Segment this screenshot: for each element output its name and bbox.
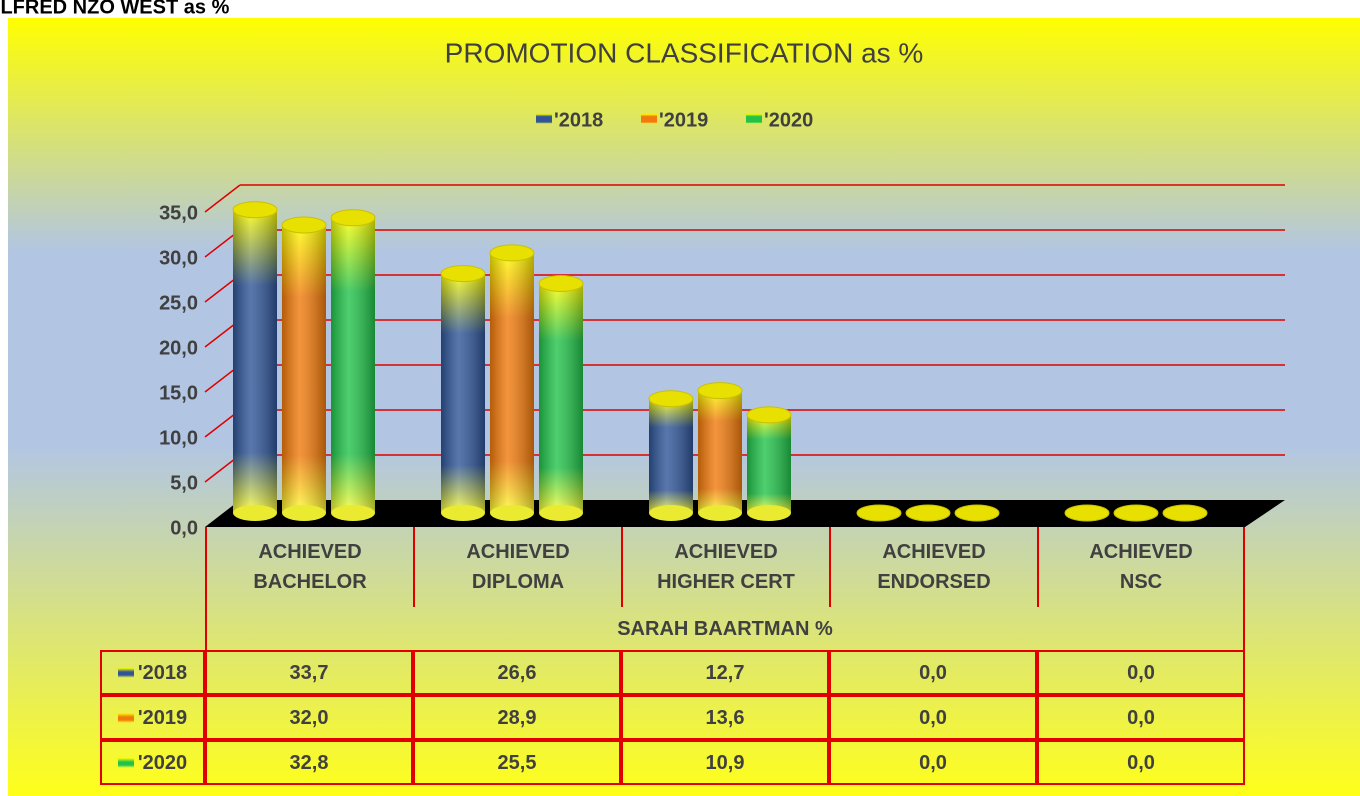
- bar: [440, 265, 486, 521]
- bar-top: [954, 504, 1000, 522]
- y-tick-label: 20,0: [159, 337, 198, 359]
- bar-shade: [441, 273, 485, 513]
- table-value: 32,0: [205, 695, 413, 740]
- table-value: 0,0: [829, 650, 1037, 695]
- category-label: ACHIEVED DIPLOMA: [413, 527, 621, 607]
- table-value: 32,8: [205, 740, 413, 785]
- category-label: ACHIEVED NSC: [1037, 527, 1245, 607]
- bar-top: [440, 265, 486, 283]
- category-label: ACHIEVED HIGHER CERT: [621, 527, 829, 607]
- category-label: ACHIEVED BACHELOR: [205, 527, 413, 607]
- y-tick-label: 5,0: [170, 472, 198, 494]
- table-value: 33,7: [205, 650, 413, 695]
- bar-top: [281, 216, 327, 234]
- table-swatch: [117, 667, 134, 678]
- bar-shade: [490, 252, 534, 513]
- bar-shade: [747, 414, 791, 513]
- table-value: 0,0: [1037, 650, 1245, 695]
- sheet-label: ALFRED NZO WEST as %: [0, 0, 230, 18]
- table-series-name: '2018: [137, 661, 188, 684]
- bar-shade: [698, 390, 742, 513]
- bar-top: [856, 504, 902, 522]
- bar-shade: [649, 398, 693, 513]
- bar: [281, 216, 327, 521]
- y-tick-label: 15,0: [159, 382, 198, 404]
- bar-bottom: [490, 505, 534, 521]
- bar-shade: [331, 217, 375, 514]
- legend-key-cell: '2020: [100, 740, 205, 785]
- y-tick-label: 25,0: [159, 292, 198, 314]
- bar-bottom: [233, 505, 277, 521]
- table-value: 12,7: [621, 650, 829, 695]
- bar-top: [905, 504, 951, 522]
- bar: [330, 209, 376, 521]
- legend-label: '2020: [764, 109, 813, 131]
- table-value: 0,0: [829, 740, 1037, 785]
- bar: [232, 201, 278, 521]
- bar-top: [538, 275, 584, 292]
- legend-key-cell: '2018: [100, 650, 205, 695]
- bar: [1113, 504, 1159, 522]
- bar: [954, 504, 1000, 522]
- bar-top: [648, 390, 694, 408]
- bar-bottom: [441, 505, 485, 521]
- bar: [697, 382, 743, 521]
- grid-line: [204, 184, 241, 213]
- bar-top: [1113, 504, 1159, 522]
- table-value: 10,9: [621, 740, 829, 785]
- table-value: 26,6: [413, 650, 621, 695]
- table-value: 13,6: [621, 695, 829, 740]
- category-label: ACHIEVED ENDORSED: [829, 527, 1037, 607]
- bar-top: [232, 201, 278, 219]
- group-label: SARAH BAARTMAN %: [205, 607, 1245, 650]
- bar: [746, 406, 792, 521]
- bar-shade: [233, 209, 277, 513]
- table-swatch: [117, 712, 134, 723]
- chart-title: PROMOTION CLASSIFICATION as %: [445, 37, 924, 68]
- bar-top: [746, 406, 792, 424]
- bar-bottom: [539, 505, 583, 521]
- table-value: 25,5: [413, 740, 621, 785]
- bar: [1162, 504, 1208, 522]
- bar-shade: [282, 225, 326, 513]
- bar: [1064, 504, 1110, 522]
- bar: [489, 244, 535, 521]
- legend-swatch: [641, 114, 657, 124]
- bar-bottom: [649, 505, 693, 521]
- bar-top: [1162, 504, 1208, 522]
- bar-bottom: [282, 505, 326, 521]
- bar-top: [697, 382, 743, 400]
- bar-top: [489, 244, 535, 262]
- table-value: 0,0: [829, 695, 1037, 740]
- bar: [648, 390, 694, 521]
- legend-key-cell: '2019: [100, 695, 205, 740]
- bar-bottom: [747, 505, 791, 521]
- legend-swatch: [536, 114, 552, 124]
- y-tick-label: 35,0: [159, 202, 198, 224]
- table-series-name: '2019: [137, 706, 188, 729]
- legend-label: '2018: [554, 109, 603, 131]
- legend-label: '2019: [659, 109, 708, 131]
- bar: [856, 504, 902, 522]
- bar: [905, 504, 951, 522]
- table-value: 0,0: [1037, 695, 1245, 740]
- bar-top: [1064, 504, 1110, 522]
- bar-bottom: [698, 505, 742, 521]
- bar-shade: [539, 283, 583, 513]
- table-value: 28,9: [413, 695, 621, 740]
- bar-top: [330, 209, 376, 227]
- legend-swatch: [746, 114, 762, 124]
- y-tick-label: 0,0: [170, 517, 198, 539]
- y-tick-label: 10,0: [159, 427, 198, 449]
- bar: [538, 275, 584, 521]
- table-value: 0,0: [1037, 740, 1245, 785]
- table-series-name: '2020: [137, 751, 188, 774]
- table-swatch: [117, 757, 134, 768]
- y-tick-label: 30,0: [159, 247, 198, 269]
- bar-bottom: [331, 505, 375, 521]
